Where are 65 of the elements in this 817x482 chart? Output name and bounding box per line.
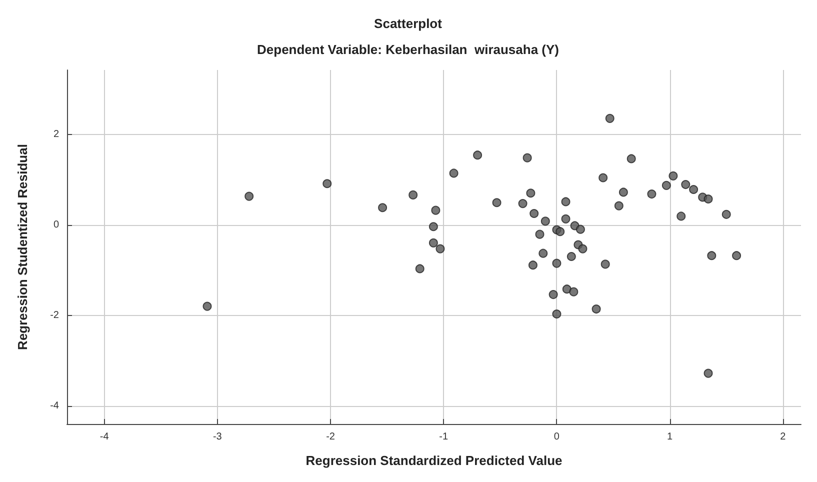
point	[518, 199, 528, 208]
point	[618, 188, 628, 197]
x-tick-label: -1	[439, 432, 448, 442]
x-tick-label: 2	[780, 432, 786, 442]
point	[526, 188, 536, 198]
y-tick-label: -2	[50, 310, 60, 321]
point	[598, 173, 608, 182]
point	[566, 252, 576, 262]
x-tick-label: -2	[326, 432, 336, 442]
point	[704, 194, 713, 204]
x-tick-label: -3	[212, 432, 222, 442]
point	[202, 302, 212, 311]
point	[552, 310, 562, 318]
point	[561, 197, 570, 206]
y-axis-title: Regression Studentized Residual	[15, 144, 30, 350]
point	[428, 222, 438, 232]
point	[473, 150, 482, 160]
point	[704, 368, 713, 378]
point	[592, 304, 601, 314]
point	[322, 179, 332, 188]
x-tick-label: 0	[554, 432, 560, 442]
y-tick-label: 2	[53, 128, 60, 140]
point	[552, 258, 562, 268]
point	[538, 248, 548, 258]
point	[662, 180, 671, 190]
point	[676, 212, 686, 221]
chart-title: Scatterplot	[374, 16, 443, 31]
point	[600, 260, 610, 269]
point	[548, 290, 558, 300]
point	[492, 198, 502, 208]
point	[569, 287, 578, 296]
point	[605, 114, 614, 123]
point	[681, 180, 690, 190]
point	[378, 203, 388, 212]
x-tick-label: -4	[100, 432, 110, 442]
chart-subtitle: Dependent Variable: Keberhasilan wirausaha (Y)	[257, 42, 559, 57]
point	[428, 238, 438, 248]
point	[647, 190, 656, 199]
point	[732, 251, 742, 260]
x-axis-title: Regression Standardized Predicted Value	[306, 453, 562, 468]
point	[562, 284, 572, 294]
point	[436, 244, 445, 254]
point	[449, 168, 458, 178]
point	[668, 171, 678, 180]
x-tick-label: 1	[667, 432, 674, 442]
point	[522, 153, 532, 162]
point	[535, 230, 544, 239]
point	[408, 190, 418, 200]
point	[561, 214, 570, 224]
point	[528, 260, 538, 270]
y-tick-label: 0	[53, 219, 60, 230]
point	[614, 201, 624, 210]
point	[415, 264, 424, 274]
point	[540, 216, 550, 226]
point	[626, 154, 636, 164]
point	[244, 192, 254, 201]
point	[707, 251, 716, 260]
point	[556, 227, 565, 236]
point	[578, 244, 588, 254]
y-tick-label: -4	[50, 400, 60, 412]
point	[530, 209, 539, 218]
point	[576, 224, 585, 234]
point	[722, 210, 731, 219]
point	[689, 185, 698, 194]
point	[431, 206, 440, 215]
